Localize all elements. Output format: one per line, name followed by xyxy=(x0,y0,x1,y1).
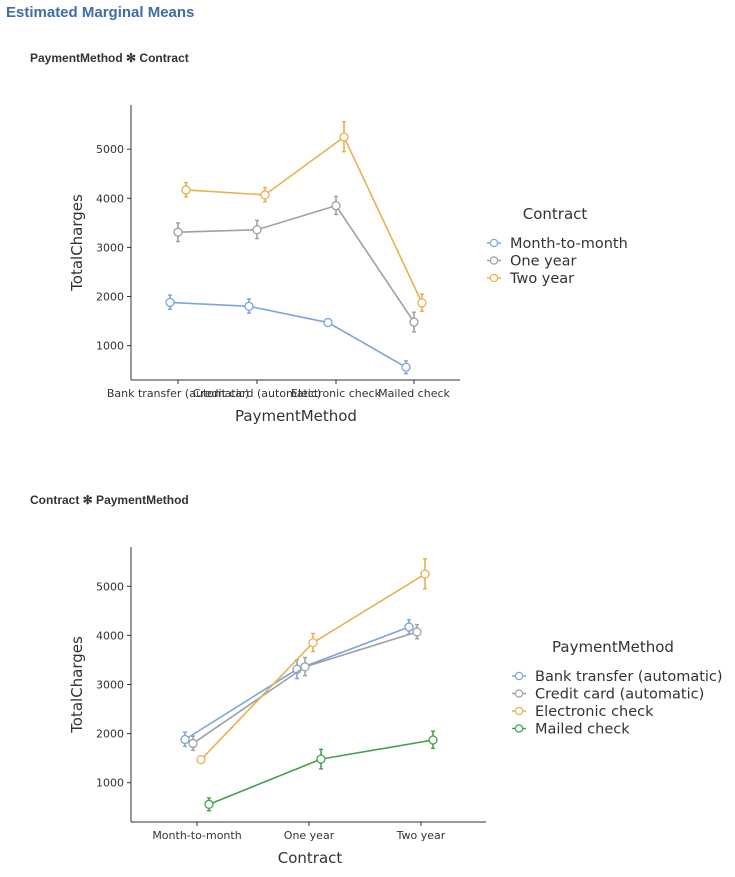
y-tick-label: 2000 xyxy=(96,291,124,304)
y-tick-label: 3000 xyxy=(96,241,124,254)
chart-payment-by-contract: 1000 2000 3000 4000 5000 Bank transfer (autom… xyxy=(68,105,628,425)
y-tick-label: 5000 xyxy=(96,143,124,156)
page-title: Estimated Marginal Means xyxy=(6,4,195,21)
data-point xyxy=(252,225,262,235)
legend-swatch-point xyxy=(514,706,524,716)
y-tick-label: 1000 xyxy=(96,340,124,353)
data-point xyxy=(417,298,427,308)
y-tick-label: 3000 xyxy=(96,679,124,692)
data-point xyxy=(420,569,430,579)
legend-swatch-point xyxy=(514,671,524,681)
data-point xyxy=(181,185,191,195)
data-point xyxy=(316,754,326,764)
y-axis-title: TotalCharges xyxy=(68,636,86,734)
x-tick-label: Month-to-month xyxy=(152,829,241,842)
chart2-subtitle: Contract ✻ PaymentMethod xyxy=(30,493,189,507)
legend-item: Credit card (automatic) xyxy=(535,687,704,703)
x-tick-label: Mailed check xyxy=(378,387,450,400)
legend-item: Bank transfer (automatic) xyxy=(535,669,723,685)
y-axis-title: TotalCharges xyxy=(68,194,86,292)
x-tick-label: One year xyxy=(284,829,335,842)
data-point xyxy=(196,754,206,765)
chart-contract-by-payment: 1000 2000 3000 4000 5000 Month-to-month One ye… xyxy=(68,547,723,867)
legend-swatch-point xyxy=(489,256,499,265)
legend-item: Two year xyxy=(509,271,574,287)
legend-item: One year xyxy=(510,254,577,270)
data-point xyxy=(404,622,414,632)
data-point xyxy=(412,627,422,637)
x-tick-label: Credit card (automatic) xyxy=(193,387,321,400)
series-line xyxy=(185,135,423,304)
x-axis-title: PaymentMethod xyxy=(235,407,357,425)
data-point xyxy=(331,201,341,211)
data-point xyxy=(401,362,411,372)
legend-swatch-point xyxy=(514,724,524,733)
data-point xyxy=(180,734,190,745)
data-point xyxy=(339,132,349,142)
legend-swatch-point xyxy=(514,689,524,698)
x-axis-title: Contract xyxy=(278,849,343,867)
x-tick-label: Bank transfer (automatic) xyxy=(107,387,249,400)
data-point xyxy=(165,297,175,308)
series-line xyxy=(177,204,415,323)
data-point xyxy=(244,301,254,311)
data-point xyxy=(260,190,270,200)
legend-title: Contract xyxy=(523,205,588,223)
data-point xyxy=(173,227,183,237)
series-line xyxy=(192,631,418,745)
data-point xyxy=(323,317,333,328)
series-line xyxy=(184,626,410,741)
y-tick-label: 5000 xyxy=(96,580,124,593)
data-point xyxy=(308,638,318,648)
data-point xyxy=(188,738,198,749)
x-tick-label: Two year xyxy=(396,829,446,842)
y-tick-label: 2000 xyxy=(96,728,124,741)
y-tick-label: 4000 xyxy=(96,192,124,205)
chart1-subtitle: PaymentMethod ✻ Contract xyxy=(30,51,189,65)
legend-swatch-point xyxy=(489,238,499,248)
legend-item: Mailed check xyxy=(535,722,630,738)
legend-item: Month-to-month xyxy=(510,236,628,252)
legend-swatch-point xyxy=(489,273,499,283)
y-tick-label: 1000 xyxy=(96,777,124,790)
data-point xyxy=(204,799,214,809)
y-tick-label: 4000 xyxy=(96,629,124,642)
series-line xyxy=(169,301,407,368)
data-point xyxy=(428,735,438,745)
legend-title: PaymentMethod xyxy=(552,638,674,656)
data-point xyxy=(300,662,310,672)
series-line xyxy=(200,573,426,761)
data-point xyxy=(409,317,419,327)
legend-item: Electronic check xyxy=(535,704,654,720)
x-tick-label: Electronic check xyxy=(291,387,382,400)
